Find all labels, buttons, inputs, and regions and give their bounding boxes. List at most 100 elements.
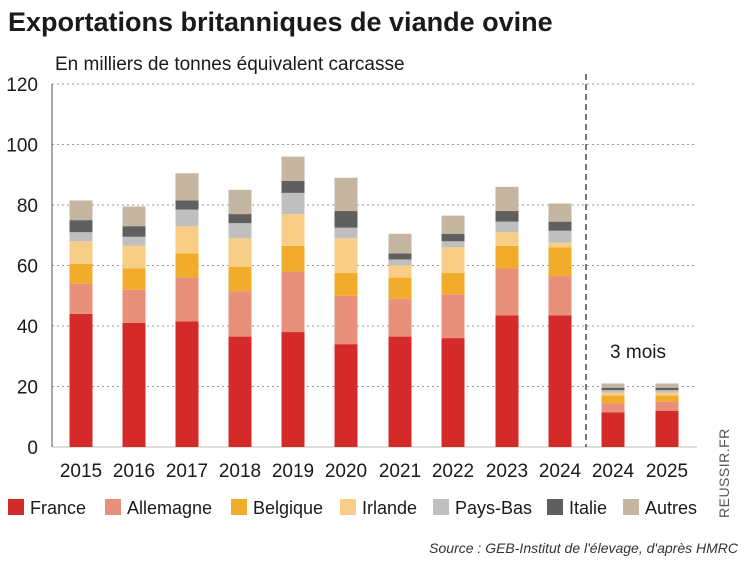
x-tick-label: 2019 — [272, 461, 314, 482]
legend-label-belgique: Belgique — [253, 498, 323, 518]
bar-segment-irlande — [122, 245, 146, 269]
bar-segment-belgique — [281, 245, 305, 272]
bar-segment-belgique — [122, 268, 146, 290]
y-tick-label: 40 — [17, 317, 38, 338]
legend-swatch-belgique — [231, 499, 247, 515]
legend-label-france: France — [30, 498, 86, 518]
x-tick-label: 2021 — [379, 461, 421, 482]
bar-segment-autres — [334, 177, 358, 212]
legend-swatch-pays-bas — [433, 499, 449, 515]
bar-segment-allemagne — [69, 283, 93, 314]
bar-segment-belgique — [548, 247, 572, 277]
three-months-note: 3 mois — [610, 342, 666, 363]
legend-label-irlande: Irlande — [362, 498, 417, 518]
bar-segment-belgique — [334, 273, 358, 296]
bar-segment-autres — [655, 383, 679, 388]
bar-segment-pays-bas — [495, 221, 519, 233]
bar-segment-irlande — [548, 242, 572, 248]
bar-segment-autres — [495, 186, 519, 212]
bar-segment-france — [601, 412, 625, 447]
x-tick-label: 2023 — [486, 461, 528, 482]
y-tick-label: 100 — [6, 136, 38, 157]
bar-segment-italie — [441, 233, 465, 242]
bar-segment-france — [441, 338, 465, 447]
bar-segment-irlande — [388, 265, 412, 278]
y-tick-label: 120 — [6, 75, 38, 96]
bar-segment-autres — [228, 189, 252, 215]
bar-segment-irlande — [175, 226, 199, 254]
bar-segment-italie — [495, 211, 519, 222]
legend-label-pays-bas: Pays-Bas — [455, 498, 532, 518]
bar-segment-pays-bas — [334, 227, 358, 239]
bar-segment-italie — [655, 387, 679, 391]
y-tick-label: 60 — [17, 257, 38, 278]
legend-swatch-italie — [547, 499, 563, 515]
source-note: Source : GEB-Institut de l'élevage, d'ap… — [429, 540, 739, 556]
bar-segment-france — [122, 322, 146, 447]
legend-label-italie: Italie — [569, 498, 607, 518]
bar-segment-autres — [388, 233, 412, 254]
bar-segment-france — [388, 336, 412, 447]
bar-segment-allemagne — [495, 268, 519, 316]
legend-swatch-allemagne — [105, 499, 121, 515]
x-tick-label: 2015 — [60, 461, 102, 482]
bar-segment-allemagne — [334, 295, 358, 345]
bar-segment-autres — [441, 215, 465, 234]
bar-segment-pays-bas — [548, 230, 572, 243]
bar-segment-allemagne — [281, 271, 305, 333]
x-tick-label: 2025 — [646, 461, 688, 482]
bar-segment-italie — [228, 214, 252, 224]
bar-segment-pays-bas — [281, 192, 305, 215]
bar-segment-allemagne — [441, 294, 465, 339]
bar-segment-allemagne — [175, 277, 199, 322]
bar-segment-irlande — [281, 214, 305, 246]
bar-segment-france — [334, 344, 358, 447]
bar-segment-belgique — [495, 245, 519, 269]
y-tick-label: 0 — [27, 438, 38, 459]
bar-segment-allemagne — [655, 401, 679, 411]
bars — [69, 156, 679, 447]
bar-segment-irlande — [601, 392, 625, 396]
bar-segment-irlande — [655, 392, 679, 396]
bar-segment-italie — [601, 387, 625, 391]
bar-segment-pays-bas — [388, 259, 412, 266]
x-tick-label: 2020 — [325, 461, 367, 482]
bar-segment-autres — [601, 383, 625, 388]
bar-segment-belgique — [441, 273, 465, 295]
bar-segment-pays-bas — [175, 209, 199, 227]
y-tick-label: 80 — [17, 196, 38, 217]
bar-segment-allemagne — [122, 289, 146, 323]
chart-subtitle: En milliers de tonnes équivalent carcass… — [55, 54, 405, 75]
bar-segment-allemagne — [601, 403, 625, 413]
bar-segment-pays-bas — [122, 236, 146, 246]
bar-segment-pays-bas — [228, 223, 252, 239]
bar-segment-pays-bas — [69, 232, 93, 242]
legend: France Allemagne Belgique Irlande Pays-Bas It… — [8, 498, 697, 518]
bar-segment-italie — [334, 211, 358, 228]
y-tick-label: 20 — [17, 378, 38, 399]
x-tick-label: 2016 — [113, 461, 155, 482]
bar-segment-belgique — [69, 263, 93, 284]
bar-segment-belgique — [175, 253, 199, 278]
bar-segment-belgique — [388, 277, 412, 299]
bar-segment-irlande — [495, 232, 519, 246]
bar-segment-france — [548, 315, 572, 447]
bar-segment-allemagne — [228, 291, 252, 337]
gridlines — [51, 83, 697, 448]
bar-segment-irlande — [228, 238, 252, 268]
bar-segment-belgique — [655, 395, 679, 402]
x-tick-label: 2017 — [166, 461, 208, 482]
bar-segment-italie — [281, 180, 305, 193]
bar-segment-italie — [69, 220, 93, 233]
bar-segment-irlande — [441, 247, 465, 274]
bar-segment-autres — [281, 156, 305, 181]
x-tick-label: 2022 — [432, 461, 474, 482]
bar-segment-irlande — [69, 241, 93, 264]
bar-segment-france — [495, 315, 519, 447]
bar-segment-italie — [548, 221, 572, 231]
bar-segment-france — [281, 332, 305, 447]
bar-segment-pays-bas — [441, 241, 465, 248]
legend-swatch-autres — [623, 499, 639, 515]
bar-segment-france — [655, 410, 679, 447]
